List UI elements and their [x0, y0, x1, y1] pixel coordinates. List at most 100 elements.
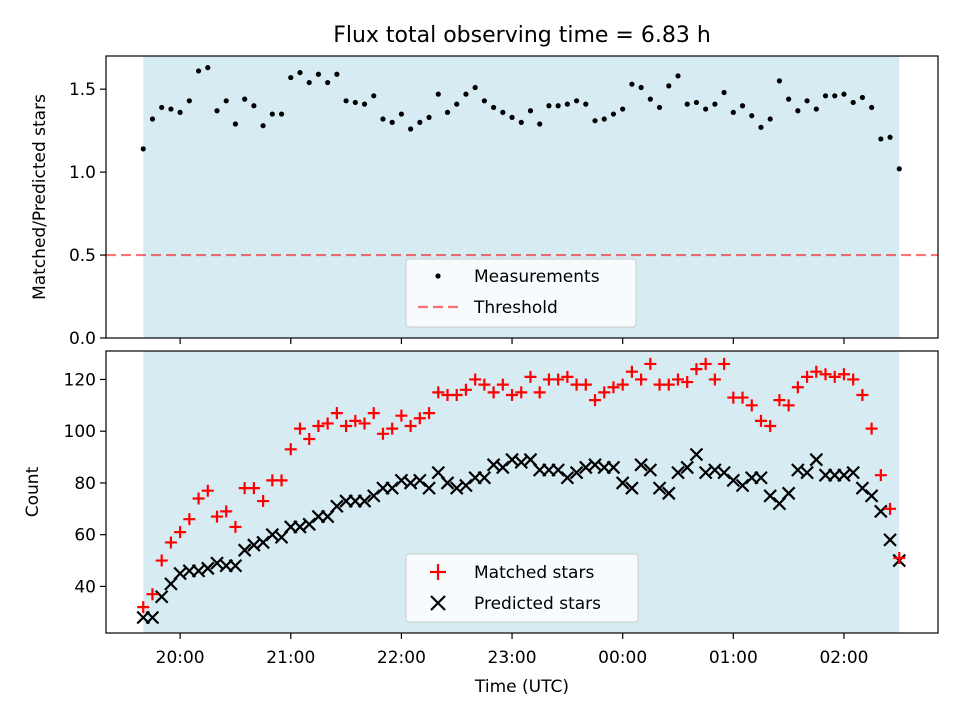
matched-star-point: [801, 370, 814, 383]
matched-star-point: [321, 417, 334, 430]
measurement-point: [454, 101, 460, 107]
matched-stars-points: [137, 357, 906, 614]
count-y-ticks: 40 60 80 100 120: [64, 370, 106, 597]
measurement-point: [832, 93, 838, 99]
x-axis-label: Time (UTC): [474, 677, 569, 697]
count-y-axis-label: Count: [23, 466, 43, 517]
matched-star-point: [386, 422, 399, 435]
measurement-point: [573, 98, 580, 104]
measurement-point: [426, 114, 432, 120]
legend-predicted-marker: [430, 595, 446, 611]
matched-star-point: [340, 420, 353, 433]
predicted-star-point: [809, 452, 824, 467]
matched-star-point: [137, 601, 150, 614]
matched-star-point: [247, 482, 260, 495]
predicted-star-point: [846, 465, 860, 480]
matched-star-point: [616, 378, 629, 391]
measurement-point: [343, 98, 349, 104]
measurement-point: [776, 78, 783, 84]
matched-star-point: [874, 469, 887, 482]
measurement-point: [656, 104, 663, 111]
matched-star-point: [146, 588, 159, 601]
predicted-star-point: [228, 558, 243, 573]
matched-star-point: [257, 495, 270, 508]
measurement-point: [786, 96, 792, 102]
predicted-star-point: [754, 470, 768, 485]
measurement-point: [168, 106, 174, 112]
measurement-point: [186, 98, 192, 104]
matched-star-point: [404, 420, 417, 433]
measurement-point: [693, 99, 700, 106]
matched-star-point: [432, 386, 445, 399]
measurement-point: [491, 104, 497, 111]
matched-star-point: [745, 399, 758, 412]
count-y-tick-label: 60: [74, 526, 96, 546]
measurement-point: [334, 71, 340, 77]
legend-measurements-marker: [435, 273, 441, 279]
measurement-point: [149, 116, 156, 122]
measurement-point: [177, 109, 183, 115]
matched-star-point: [524, 370, 537, 383]
matched-star-point: [413, 412, 426, 425]
measurement-point: [232, 121, 239, 127]
measurement-point: [444, 109, 451, 115]
measurement-point: [537, 121, 543, 127]
matched-star-point: [487, 386, 500, 399]
matched-star-point: [773, 394, 786, 407]
count-plot-frame: [105, 350, 939, 634]
matched-star-point: [782, 399, 795, 412]
matched-star-point: [459, 383, 472, 396]
matched-star-point: [561, 370, 574, 383]
matched-star-point: [598, 386, 611, 399]
matched-star-point: [358, 417, 371, 430]
measurement-point: [869, 104, 875, 111]
predicted-star-point: [643, 463, 658, 477]
measurement-point: [601, 116, 607, 122]
ratio-y-tick-label: 1.5: [69, 80, 96, 100]
ratio-y-axis-label: Matched/Predicted stars: [30, 94, 50, 300]
count-x-tick-label: 21:00: [266, 648, 315, 668]
matched-star-point: [220, 505, 233, 518]
measurement-point: [620, 106, 626, 112]
legend-matched-label: Matched stars: [474, 563, 594, 583]
legend-predicted-label: Predicted stars: [474, 594, 601, 614]
predicted-star-point: [864, 489, 879, 503]
ratio-legend-box: [405, 258, 637, 328]
matched-star-point: [847, 373, 860, 386]
matched-star-point: [699, 357, 712, 370]
measurement-point: [638, 84, 644, 91]
matched-star-point: [164, 536, 177, 549]
measurement-point: [398, 111, 405, 117]
matched-star-point: [690, 363, 703, 376]
measurement-point: [159, 104, 165, 111]
chart-title: Flux total observing time = 6.83 h: [333, 23, 711, 48]
predicted-star-point: [357, 494, 372, 508]
predicted-star-point: [800, 465, 814, 480]
matched-star-point: [284, 443, 297, 456]
matched-star-point: [893, 551, 906, 564]
matched-star-point: [810, 365, 823, 378]
measurement-point: [408, 126, 414, 132]
ratio-y-tick-label: 0.5: [69, 246, 96, 266]
matched-star-point: [496, 378, 509, 391]
matched-star-point: [672, 373, 684, 386]
count-y-tick-label: 40: [74, 577, 96, 597]
ratio-legend: Measurements Threshold: [405, 258, 637, 328]
legend-matched-marker: [430, 564, 446, 580]
measurement-point: [859, 94, 865, 101]
measurement-point: [389, 119, 395, 125]
matched-star-point: [275, 474, 288, 487]
matched-star-point: [303, 432, 316, 445]
matched-star-point: [349, 414, 362, 427]
measurement-point: [481, 98, 487, 104]
measurement-point: [195, 68, 202, 74]
matched-star-point: [856, 388, 869, 401]
predicted-stars-points: [136, 447, 907, 625]
measurement-point: [435, 91, 441, 97]
count-x-tick-label: 02:00: [819, 648, 868, 668]
matched-star-point: [764, 420, 777, 433]
measurement-point: [813, 106, 819, 112]
predicted-star-point: [652, 481, 667, 495]
matched-star-point: [708, 373, 721, 386]
